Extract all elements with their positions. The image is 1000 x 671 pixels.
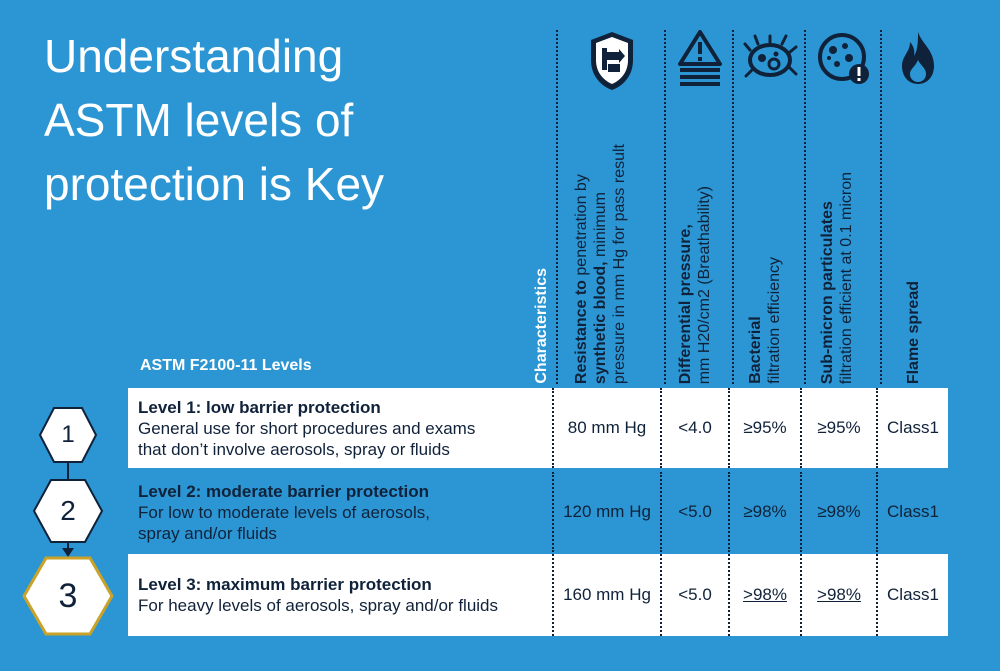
table-row: Level 1: low barrier protection General …	[128, 388, 948, 468]
flame-icon	[882, 30, 954, 96]
level-title: Level 2: moderate barrier protection	[138, 481, 429, 501]
levels-label: ASTM F2100-11 Levels	[140, 357, 312, 374]
title-line-3: protection is Key	[44, 158, 385, 210]
pressure-label-bold: Differential pressure,	[677, 223, 694, 384]
level-desc-line-1: For low to moderate levels of aerosols,	[138, 502, 430, 522]
flame-value: Class1	[876, 554, 948, 636]
bacterial-value: >98%	[728, 554, 800, 636]
header-flame-spread: Flame spread	[880, 30, 954, 384]
submicron-label-bold: Sub-micron particulates	[819, 200, 836, 384]
blood-label-line-3: pressure in mm Hg for pass result	[611, 143, 628, 384]
header-sub-micron: Sub-micron particulates filtration effic…	[804, 30, 882, 384]
blood-label-rest-2: minimum	[592, 191, 609, 262]
level-description: Level 2: moderate barrier protection For…	[128, 472, 552, 552]
particulate-value: >98%	[800, 554, 876, 636]
characteristics-label: Characteristics	[533, 268, 550, 384]
bacterial-label-line-2: filtration efficiency	[766, 257, 783, 384]
flame-value: Class1	[876, 472, 948, 552]
level-2-number: 2	[60, 495, 76, 526]
pressure-value: <4.0	[660, 388, 728, 468]
particulate-value: ≥95%	[800, 388, 876, 468]
level-3-number: 3	[58, 576, 78, 615]
submicron-label-line-2: filtration efficient at 0.1 micron	[838, 171, 855, 384]
level-3-badge: 3	[22, 556, 114, 636]
level-1-badge: 1	[38, 406, 98, 464]
level-description: Level 1: low barrier protection General …	[128, 388, 552, 468]
header-differential-pressure: Differential pressure, mm H20/cm2 (Breat…	[664, 30, 734, 384]
level-title: Level 3: maximum barrier protection	[138, 575, 432, 594]
arrow-down-icon	[62, 548, 74, 557]
bacterial-value: ≥95%	[728, 388, 800, 468]
pressure-value: <5.0	[660, 472, 728, 552]
particle-icon	[806, 30, 882, 96]
bacterial-label-bold: Bacterial	[747, 316, 764, 384]
level-desc-line-2: that don’t involve aerosols, spray or fl…	[138, 439, 450, 459]
blood-label-bold-1: Resistance to	[573, 279, 590, 384]
header-blood-resistance: Resistance to penetration by synthetic b…	[556, 30, 666, 384]
title-line-2: ASTM levels of	[44, 94, 354, 146]
level-desc-line-1: General use for short procedures and exa…	[138, 418, 476, 438]
blood-label-bold-2: synthetic blood,	[592, 261, 609, 384]
blood-value: 160 mm Hg	[552, 554, 660, 636]
level-desc-line-2: spray and/or fluids	[138, 523, 277, 543]
page-title: Understanding ASTM levels of protection …	[44, 24, 544, 216]
particulate-value: ≥98%	[800, 472, 876, 552]
bacterial-value: ≥98%	[728, 472, 800, 552]
shield-hand-icon	[558, 30, 666, 96]
level-connector	[67, 540, 69, 554]
level-1-number: 1	[61, 421, 75, 448]
level-title: Level 1: low barrier protection	[138, 397, 381, 417]
level-connector	[67, 460, 69, 482]
title-line-1: Understanding	[44, 30, 344, 82]
bacteria-icon	[734, 30, 806, 96]
table-row: Level 3: maximum barrier protection For …	[128, 554, 948, 636]
level-description: Level 3: maximum barrier protection For …	[128, 554, 552, 636]
flame-value: Class1	[876, 388, 948, 468]
flame-label-bold: Flame spread	[905, 280, 922, 384]
pressure-label-line-2: mm H20/cm2 (Breathability)	[696, 185, 713, 384]
header-bacterial: Bacterial filtration efficiency	[732, 30, 806, 384]
level-2-badge: 2	[32, 478, 104, 544]
blood-label-rest-1: penetration by	[573, 174, 590, 280]
warning-layers-icon	[666, 30, 734, 96]
pressure-value: <5.0	[660, 554, 728, 636]
blood-value: 120 mm Hg	[552, 472, 660, 552]
table-row: Level 2: moderate barrier protection For…	[128, 472, 948, 552]
level-desc-line-1: For heavy levels of aerosols, spray and/…	[138, 596, 499, 615]
blood-value: 80 mm Hg	[552, 388, 660, 468]
